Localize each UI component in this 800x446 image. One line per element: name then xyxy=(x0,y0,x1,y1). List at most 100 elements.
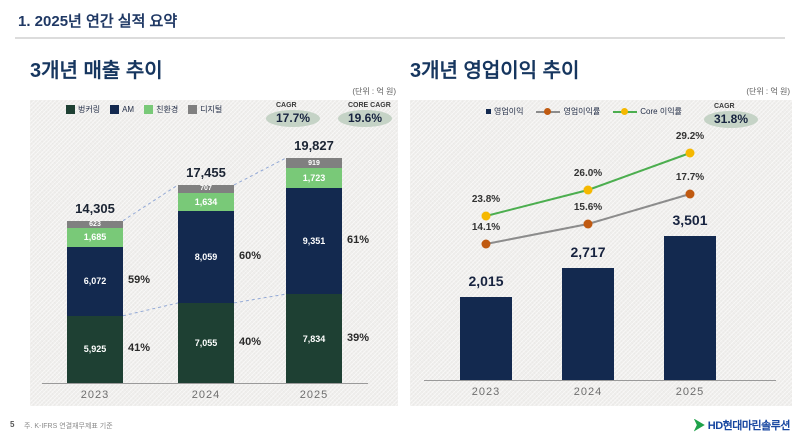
bunkering-share-label: 41% xyxy=(128,342,151,355)
footnote: 주. K-IFRS 연결재무제표 기준 xyxy=(24,423,113,430)
cagr-badge-label: CAGR xyxy=(276,102,297,109)
profit-line-chart xyxy=(481,148,695,249)
margin-label: 26.0% xyxy=(573,168,603,179)
revenue-segment-디지털: 707 xyxy=(178,184,234,193)
margin-label: 17.7% xyxy=(675,172,705,183)
profit-bar xyxy=(664,235,716,380)
company-logo: HD현대마린솔루션 xyxy=(693,417,791,433)
marker-dot xyxy=(583,219,593,229)
profit-bar xyxy=(460,297,512,380)
legend-label: Core 이익률 xyxy=(640,107,682,116)
profit-cagr-badge-value: 31.8% xyxy=(704,111,758,128)
legend-dot-icon xyxy=(544,108,552,115)
revenue-total-label: 19,827 xyxy=(294,138,334,153)
connector-line xyxy=(233,293,287,304)
revenue-connector-lines xyxy=(122,157,287,317)
profit-bars-layer: 2,015 2023 2,717 2024 3,501 2025 14.1% 15.6% 17.… xyxy=(410,100,792,406)
profit-value-label: 2,015 xyxy=(468,273,504,289)
revenue-segment-친환경: 1,723 xyxy=(286,168,342,188)
profit-cagr-badge-label: CAGR xyxy=(714,103,735,110)
revenue-x-axis xyxy=(42,383,368,384)
logo-arrow-icon xyxy=(693,418,705,432)
revenue-segment-디지털: 919 xyxy=(286,158,342,169)
revenue-chart-panel: 벙커링 AM 친환경 디지털 CAGR 17.7% CORE CAGR 19.6% 5… xyxy=(30,100,398,406)
x-axis-label: 2023 xyxy=(471,386,501,398)
legend-label: 친환경 xyxy=(156,105,179,114)
margin-label: 29.2% xyxy=(675,131,705,142)
revenue-total-label: 14,305 xyxy=(75,200,115,216)
marker-dot xyxy=(685,148,695,158)
profit-unit-label: (단위 : 억 원) xyxy=(746,87,790,96)
x-axis-label: 2024 xyxy=(191,389,221,401)
profit-legend: 영업이익 영업이익률 Core 이익률 xyxy=(486,106,682,117)
legend-label: 벙커링 xyxy=(78,105,101,114)
margin-label: 15.6% xyxy=(573,202,603,213)
legend-label: 영업이익 xyxy=(494,107,524,116)
profit-chart-title: 3개년 영업이익 추이 xyxy=(410,60,580,82)
legend-square-icon xyxy=(486,109,491,114)
profit-value-label: 2,717 xyxy=(570,244,606,261)
revenue-legend: 벙커링 AM 친환경 디지털 xyxy=(66,104,222,115)
legend-label: 디지털 xyxy=(200,105,223,114)
revenue-segment-AM: 8,059 xyxy=(178,211,234,303)
legend-dot-icon xyxy=(621,108,629,115)
legend-item-Core 이익률: Core 이익률 xyxy=(613,106,682,117)
legend-item-디지털: 디지털 xyxy=(188,104,222,115)
bunkering-share-label: 40% xyxy=(239,335,262,348)
core-cagr-badge: CORE CAGR 19.6% xyxy=(338,102,392,127)
revenue-unit-label: (단위 : 억 원) xyxy=(352,87,396,96)
revenue-segment-친환경: 1,634 xyxy=(178,192,234,212)
bunkering-share-label: 39% xyxy=(347,331,370,344)
revenue-segment-벙커링: 5,925 xyxy=(67,315,123,383)
profit-chart-panel: 영업이익 영업이익률 Core 이익률 CAGR 31.8% 2,015 2023 2,… xyxy=(410,100,792,406)
legend-swatch-icon xyxy=(110,105,120,114)
title-divider xyxy=(15,37,785,39)
page-number: 5 xyxy=(10,420,15,429)
legend-line-icon xyxy=(613,108,638,115)
marker-dot xyxy=(481,211,491,221)
cagr-badge: CAGR 17.7% xyxy=(266,102,320,127)
revenue-segment-AM: 9,351 xyxy=(286,187,342,295)
logo-text: HD현대마린솔루션 xyxy=(707,420,791,432)
x-axis-label: 2025 xyxy=(299,389,329,401)
x-axis-label: 2025 xyxy=(675,386,705,398)
legend-line-icon xyxy=(536,108,561,115)
legend-item-친환경: 친환경 xyxy=(144,104,178,115)
revenue-segment-디지털: 623 xyxy=(67,220,123,228)
cagr-badge-value: 17.7% xyxy=(266,110,320,127)
legend-swatch-icon xyxy=(66,105,75,114)
connector-line xyxy=(233,157,287,186)
margin-label: 23.8% xyxy=(471,194,501,205)
revenue-segment-친환경: 1,685 xyxy=(67,227,123,247)
revenue-total-label: 17,455 xyxy=(186,164,226,180)
core-cagr-badge-label: CORE CAGR xyxy=(348,102,391,109)
revenue-segment-벙커링: 7,055 xyxy=(178,302,234,383)
legend-swatch-icon xyxy=(188,105,198,114)
revenue-segment-AM: 6,072 xyxy=(67,246,123,316)
legend-item-AM: AM xyxy=(110,105,134,114)
page-title: 1. 2025년 연간 실적 요약 xyxy=(18,13,178,30)
rest-share-label: 61% xyxy=(347,234,370,247)
profit-value-label: 3,501 xyxy=(672,211,708,228)
x-axis-label: 2024 xyxy=(573,386,603,398)
revenue-chart-title: 3개년 매출 추이 xyxy=(30,60,163,82)
legend-label: AM xyxy=(122,105,135,114)
marker-dot xyxy=(685,189,695,199)
marker-dot xyxy=(481,239,491,249)
rest-share-label: 60% xyxy=(239,250,262,263)
revenue-bars-layer: 5,925 6,072 1,685 623 14,305 2023 41% 59% 7,055 8… xyxy=(30,100,398,406)
margin-label: 14.1% xyxy=(471,222,501,233)
legend-item-벙커링: 벙커링 xyxy=(66,104,100,115)
x-axis-label: 2023 xyxy=(80,389,110,401)
legend-swatch-icon xyxy=(144,105,154,114)
profit-x-axis xyxy=(424,380,776,381)
profit-cagr-badge: CAGR 31.8% xyxy=(704,103,758,128)
connector-line xyxy=(122,184,179,222)
marker-dot xyxy=(583,185,593,195)
rest-share-label: 59% xyxy=(128,274,151,287)
revenue-segment-벙커링: 7,834 xyxy=(286,294,342,383)
legend-item-영업이익: 영업이익 xyxy=(486,106,523,117)
core-cagr-badge-value: 19.6% xyxy=(338,110,392,127)
profit-bar xyxy=(562,268,614,380)
